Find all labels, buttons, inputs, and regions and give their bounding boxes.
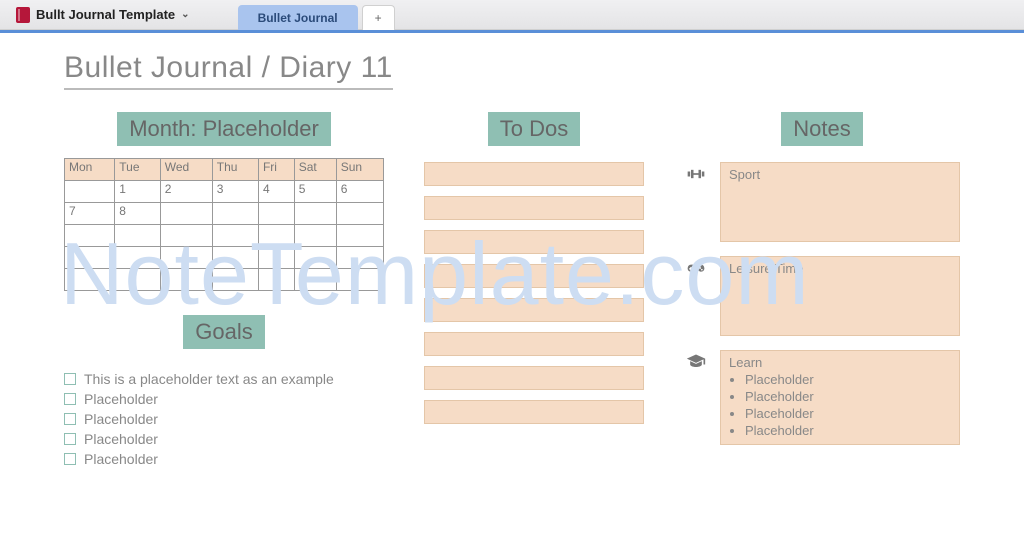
calendar-cell[interactable] (336, 225, 383, 247)
chevron-down-icon: ⌄ (181, 9, 189, 20)
calendar-day-header: Thu (212, 159, 258, 181)
calendar-cell[interactable] (115, 225, 160, 247)
calendar-cell[interactable] (258, 269, 294, 291)
calendar-cell[interactable] (336, 269, 383, 291)
calendar-cell[interactable] (294, 203, 336, 225)
checkbox-icon[interactable] (64, 413, 76, 425)
calendar-cell[interactable] (65, 247, 115, 269)
goal-text: Placeholder (84, 431, 158, 447)
todo-slot[interactable] (424, 366, 644, 390)
calendar-cell[interactable] (160, 269, 212, 291)
calendar-day-header: Sat (294, 159, 336, 181)
tab-bar: Bullet Journal + (238, 0, 395, 30)
calendar-cell[interactable] (294, 247, 336, 269)
note-row: Leisure Time (684, 256, 960, 336)
calendar-cell[interactable] (65, 225, 115, 247)
checkbox-icon[interactable] (64, 373, 76, 385)
calendar-day-header: Mon (65, 159, 115, 181)
calendar-day-header: Wed (160, 159, 212, 181)
goal-item[interactable]: This is a placeholder text as an example (64, 371, 384, 387)
goal-item[interactable]: Placeholder (64, 391, 384, 407)
note-row: Sport (684, 162, 960, 242)
calendar-cell[interactable]: 5 (294, 181, 336, 203)
note-item: Placeholder (745, 406, 951, 421)
app-toolbar: Bullt Journal Template ⌄ Bullet Journal … (0, 0, 1024, 30)
calendar-cell[interactable]: 8 (115, 203, 160, 225)
note-title: Sport (729, 167, 951, 182)
todo-slot[interactable] (424, 196, 644, 220)
goal-text: Placeholder (84, 391, 158, 407)
notes-header: Notes (781, 112, 862, 146)
calendar-cell[interactable] (258, 247, 294, 269)
calendar-cell[interactable] (294, 269, 336, 291)
todo-slot[interactable] (424, 264, 644, 288)
tab-bullet-journal[interactable]: Bullet Journal (238, 5, 358, 30)
checkbox-icon[interactable] (64, 433, 76, 445)
calendar-cell[interactable]: 7 (65, 203, 115, 225)
calendar-grid[interactable]: MonTueWedThuFriSatSun 123456 78 (64, 158, 384, 291)
calendar-cell[interactable]: 2 (160, 181, 212, 203)
calendar-cell[interactable]: 6 (336, 181, 383, 203)
goal-item[interactable]: Placeholder (64, 431, 384, 447)
dumbbell-icon (684, 162, 710, 189)
notes-stack: Sport Leisure Time Learn Placeholder Placeho… (684, 162, 960, 445)
todo-slot[interactable] (424, 162, 644, 186)
note-row: Learn Placeholder Placeholder Placeholder Pl… (684, 350, 960, 445)
calendar-cell[interactable] (212, 247, 258, 269)
goal-text: Placeholder (84, 451, 158, 467)
calendar-cell[interactable] (294, 225, 336, 247)
goal-item[interactable]: Placeholder (64, 451, 384, 467)
notebook-dropdown[interactable]: Bullt Journal Template ⌄ (8, 4, 198, 26)
todos-header: To Dos (488, 112, 580, 146)
calendar-day-header: Fri (258, 159, 294, 181)
calendar-cell[interactable]: 4 (258, 181, 294, 203)
month-header: Month: Placeholder (117, 112, 331, 146)
note-item: Placeholder (745, 389, 951, 404)
todo-slot[interactable] (424, 332, 644, 356)
page-title[interactable]: Bullet Journal / Diary 11 (64, 51, 393, 90)
calendar-cell[interactable] (115, 269, 160, 291)
calendar-cell[interactable] (258, 203, 294, 225)
goal-text: Placeholder (84, 411, 158, 427)
calendar-cell[interactable] (212, 269, 258, 291)
gradcap-icon (684, 350, 710, 377)
todo-stack (424, 162, 644, 424)
page-content: Bullet Journal / Diary 11 Month: Placeho… (0, 33, 1024, 471)
note-box[interactable]: Leisure Time (720, 256, 960, 336)
note-item: Placeholder (745, 423, 951, 438)
calendar-cell[interactable] (65, 181, 115, 203)
calendar-cell[interactable] (65, 269, 115, 291)
calendar-cell[interactable] (160, 225, 212, 247)
calendar-cell[interactable] (115, 247, 160, 269)
calendar-cell[interactable] (160, 203, 212, 225)
checkbox-icon[interactable] (64, 393, 76, 405)
todo-slot[interactable] (424, 230, 644, 254)
calendar-cell[interactable] (336, 203, 383, 225)
calendar-cell[interactable]: 1 (115, 181, 160, 203)
calendar-day-header: Sun (336, 159, 383, 181)
calendar-cell[interactable] (160, 247, 212, 269)
note-item: Placeholder (745, 372, 951, 387)
notebook-name: Bullt Journal Template (36, 7, 175, 22)
calendar-day-header: Tue (115, 159, 160, 181)
todo-slot[interactable] (424, 400, 644, 424)
note-title: Leisure Time (729, 261, 951, 276)
add-tab-button[interactable]: + (362, 5, 395, 30)
goals-header: Goals (183, 315, 264, 349)
calendar-cell[interactable] (258, 225, 294, 247)
calendar-cell[interactable] (212, 203, 258, 225)
goals-list: This is a placeholder text as an example… (64, 371, 384, 467)
gamepad-icon (684, 256, 710, 283)
note-box[interactable]: Sport (720, 162, 960, 242)
checkbox-icon[interactable] (64, 453, 76, 465)
calendar-cell[interactable] (336, 247, 383, 269)
note-box[interactable]: Learn Placeholder Placeholder Placeholder Pl… (720, 350, 960, 445)
calendar-cell[interactable] (212, 225, 258, 247)
note-title: Learn (729, 355, 951, 370)
todo-slot[interactable] (424, 298, 644, 322)
notebook-icon (16, 7, 30, 23)
calendar-cell[interactable]: 3 (212, 181, 258, 203)
goal-item[interactable]: Placeholder (64, 411, 384, 427)
goal-text: This is a placeholder text as an example (84, 371, 334, 387)
